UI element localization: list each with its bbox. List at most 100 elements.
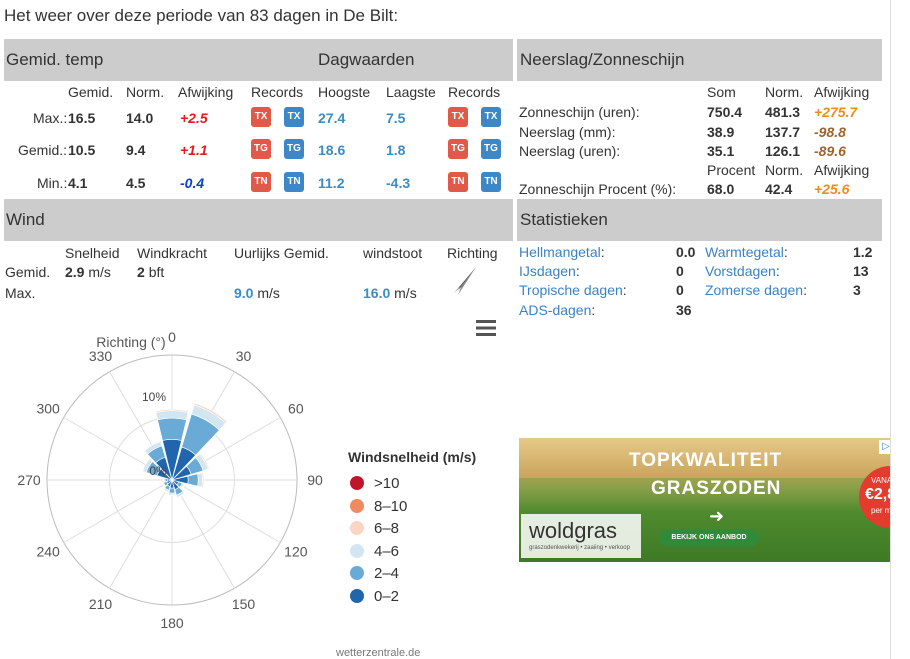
stat-warmtegetal-value: 1.2 <box>853 244 873 260</box>
row-gemid-laagste: 1.8 <box>386 142 406 158</box>
row-gemid-norm: 9.4 <box>126 142 146 158</box>
rose-sector[interactable] <box>176 492 186 499</box>
rose-angle-label: 30 <box>236 348 252 364</box>
ad-price-top: VANAF <box>871 476 894 485</box>
row-max-afwijking: +2.5 <box>180 110 208 126</box>
wind-max-windstoot: 16.0 m/s <box>363 285 417 301</box>
record-badge[interactable]: TX <box>481 107 501 127</box>
rose-sector[interactable] <box>193 402 228 424</box>
legend-label: 2–4 <box>374 565 400 582</box>
row-gemid-afwijking: +1.1 <box>180 142 208 158</box>
row-max-hoogste: 27.4 <box>318 110 346 126</box>
rose-pct-label: 0% <box>149 464 167 478</box>
record-badge[interactable]: TG <box>448 139 468 159</box>
record-badge[interactable]: TX <box>284 107 304 127</box>
rose-sector[interactable] <box>162 477 165 483</box>
rose-spoke <box>63 479 173 543</box>
col-norm: Norm. <box>126 84 165 100</box>
col-laagste: Laagste <box>386 84 436 100</box>
rose-axis-title: Richting (°) <box>96 334 165 350</box>
record-badge[interactable]: TG <box>251 139 271 159</box>
rose-angle-label: 210 <box>89 596 113 612</box>
legend-item[interactable]: >10 <box>350 475 399 492</box>
rose-sector[interactable] <box>180 483 185 490</box>
stat-hellmangetal[interactable]: Hellmangetal: <box>519 244 605 260</box>
neerslag-uren-norm: 126.1 <box>765 143 801 159</box>
chart-menu-icon[interactable] <box>475 318 497 338</box>
zon-procent-norm: 42.4 <box>765 181 793 197</box>
wind-gemid-label: Gemid. <box>5 264 51 280</box>
ad-cta-button[interactable]: BEKIJK ONS AANBOD <box>659 530 759 546</box>
neerslag-uren-som: 35.1 <box>707 143 735 159</box>
stat-ads[interactable]: ADS-dagen: <box>519 302 596 318</box>
record-badge[interactable]: TN <box>284 172 304 192</box>
zon-uren-label: Zonneschijn (uren): <box>519 104 640 120</box>
neerslag-mm-afw: -98.8 <box>814 124 846 140</box>
rose-angle-label: 0 <box>168 329 176 345</box>
record-badge[interactable]: TG <box>284 139 304 159</box>
legend-item[interactable]: 6–8 <box>350 520 399 537</box>
row-min-hoogste: 11.2 <box>318 175 345 191</box>
ad-brand-box: woldgras graszodenkwekerij • zaaiing • v… <box>521 514 641 558</box>
stat-tropische[interactable]: Tropische dagen: <box>519 282 627 298</box>
stat-ijsdagen[interactable]: IJsdagen: <box>519 263 580 279</box>
ad-brand: woldgras <box>529 518 618 543</box>
rose-angle-label: 270 <box>17 472 41 488</box>
wind-max-label: Max. <box>5 285 36 301</box>
row-gemid-gemid: 10.5 <box>68 142 96 158</box>
record-badge[interactable]: TN <box>251 172 271 192</box>
legend-item[interactable]: 4–6 <box>350 543 399 560</box>
ad-arrow-icon: ➜ <box>709 506 725 526</box>
rose-sector[interactable] <box>141 458 151 472</box>
wind-header-bar <box>4 199 513 241</box>
rose-angle-label: 180 <box>160 615 184 631</box>
col-snelheid: Snelheid <box>65 245 120 261</box>
legend-label: >10 <box>374 475 400 492</box>
rose-sector[interactable] <box>198 452 210 470</box>
stat-warmtegetal[interactable]: Warmtegetal: <box>705 244 788 260</box>
rose-sector[interactable] <box>197 472 203 488</box>
zon-procent-som: 68.0 <box>707 181 735 197</box>
legend-swatch <box>350 498 364 513</box>
rose-sector[interactable] <box>143 440 162 452</box>
legend-label: 0–2 <box>374 587 400 605</box>
rose-sector[interactable] <box>201 472 205 488</box>
record-badge[interactable]: TN <box>448 172 468 192</box>
row-gemid-hoogste: 18.6 <box>318 142 346 158</box>
rose-sector[interactable] <box>187 473 199 487</box>
rose-sector[interactable] <box>168 487 176 494</box>
stat-vorstdagen-value: 13 <box>853 263 869 279</box>
legend-item[interactable]: 2–4 <box>350 565 399 582</box>
row-min-norm: 4.5 <box>126 175 146 191</box>
chart-credit[interactable]: wetterzentrale.de <box>336 647 421 659</box>
zon-uren-afw: +275.7 <box>814 104 858 120</box>
legend-item[interactable]: 0–2 <box>350 588 399 605</box>
legend-item[interactable]: 8–10 <box>350 498 407 515</box>
rose-sector[interactable] <box>167 494 177 496</box>
rose-sector[interactable] <box>162 488 169 493</box>
row-min-label: Min.: <box>37 175 68 191</box>
col-afwijking-n: Afwijking <box>814 84 870 100</box>
rose-sector[interactable] <box>161 482 166 488</box>
rose-angle-label: 150 <box>232 596 256 612</box>
record-badge[interactable]: TX <box>448 107 468 127</box>
scrollbar[interactable] <box>890 0 910 659</box>
stat-zomerse[interactable]: Zomerse dagen: <box>705 282 807 298</box>
row-min-laagste: -4.3 <box>386 175 411 191</box>
record-badge[interactable]: TN <box>481 172 501 192</box>
temp-header-bar <box>4 39 513 81</box>
legend-label: 6–8 <box>374 520 400 537</box>
ad-info-icon[interactable]: ▷ <box>879 440 893 454</box>
record-badge[interactable]: TG <box>481 139 501 159</box>
ad-price: €2,8 <box>865 486 894 503</box>
zon-uren-norm: 481.3 <box>765 104 801 120</box>
rose-sector[interactable] <box>155 409 189 413</box>
rose-sector[interactable] <box>157 417 187 441</box>
row-gemid-label: Gemid.: <box>18 142 68 158</box>
row-max-norm: 14.0 <box>126 110 154 126</box>
wind-max-uurlijks: 9.0 m/s <box>234 285 280 301</box>
row-min-gemid: 4.1 <box>68 175 88 191</box>
stat-vorstdagen[interactable]: Vorstdagen: <box>705 263 780 279</box>
ad-banner[interactable]: TOPKWALITEIT GRASZODEN ➜ woldgras graszo… <box>519 438 894 562</box>
record-badge[interactable]: TX <box>251 107 271 127</box>
